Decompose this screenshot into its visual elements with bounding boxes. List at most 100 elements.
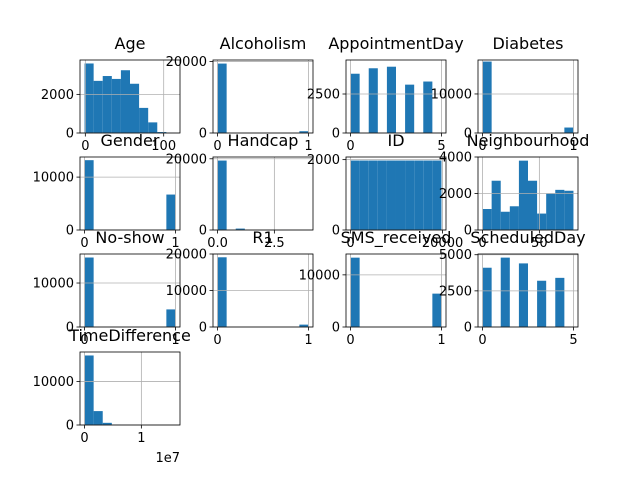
bar xyxy=(217,160,227,230)
y-tick-label: 10000 xyxy=(166,284,207,299)
bar xyxy=(405,84,415,133)
axes-frame xyxy=(79,351,181,426)
bar xyxy=(432,293,442,327)
axes-frame xyxy=(79,156,181,231)
bar xyxy=(139,107,149,133)
x-tick-label: 2.5 xyxy=(264,236,285,251)
bar xyxy=(423,160,433,230)
y-tick-label: 2500 xyxy=(307,88,340,103)
x-tick-label: 0 xyxy=(478,236,486,251)
subplot-title: No-show xyxy=(95,228,164,247)
y-tick-label: 0 xyxy=(332,321,340,336)
subplot-title: Neighbourhood xyxy=(467,131,590,150)
x-tick-label: 1 xyxy=(304,333,312,348)
y-tick-label: 0 xyxy=(464,127,472,142)
y-tick-label: 10000 xyxy=(33,277,74,292)
y-tick-label: 5000 xyxy=(439,248,472,263)
y-tick-label: 2000 xyxy=(439,187,472,202)
axes-frame xyxy=(212,253,314,328)
axes-frame xyxy=(345,59,447,134)
bar xyxy=(491,180,501,230)
axes-frame xyxy=(79,59,181,134)
subplot-title: AppointmentDay xyxy=(328,34,463,53)
subplot-title: Gender xyxy=(101,131,160,150)
bar xyxy=(518,160,528,230)
x-tick-label: 1 xyxy=(171,333,179,348)
bar xyxy=(166,309,176,327)
axes-background xyxy=(80,254,180,327)
subplot-title: TimeDifference xyxy=(68,326,191,345)
x-tick-label: 5 xyxy=(437,139,445,154)
x-tick-label: 50 xyxy=(531,236,548,251)
x-tick-label: 0 xyxy=(346,139,354,154)
x-tick-label: 0 xyxy=(478,333,486,348)
bar xyxy=(102,76,112,133)
bar xyxy=(84,355,94,425)
x-tick-label: 5 xyxy=(569,333,577,348)
bar xyxy=(350,73,360,133)
x-tick-label: 1 xyxy=(137,431,145,446)
bar xyxy=(555,277,565,327)
y-tick-label: 0 xyxy=(199,224,207,239)
bar xyxy=(350,160,360,230)
bar xyxy=(157,132,167,133)
bar xyxy=(386,160,396,230)
x-tick-label: 0 xyxy=(478,139,486,154)
y-tick-label: 10000 xyxy=(431,87,472,102)
subplot-title: Handcap xyxy=(228,131,299,150)
y-tick-label: 10000 xyxy=(33,375,74,390)
bar xyxy=(423,81,433,133)
bar xyxy=(84,63,94,133)
bar xyxy=(509,206,519,230)
y-tick-label: 10000 xyxy=(299,268,340,283)
axes-frame xyxy=(212,156,314,231)
y-tick-label: 0 xyxy=(332,127,340,142)
subplot-title: R1 xyxy=(252,228,273,247)
bar xyxy=(120,70,130,133)
subplot-title: SMS_received xyxy=(341,228,452,248)
bar xyxy=(414,160,424,230)
y-tick-label: 0 xyxy=(199,127,207,142)
x-tick-label: 0 xyxy=(80,431,88,446)
y-tick-label: 4000 xyxy=(439,151,472,166)
bar xyxy=(368,68,378,133)
axes-frame xyxy=(477,156,579,231)
bar xyxy=(482,209,492,230)
bar xyxy=(350,257,360,327)
axes-background xyxy=(346,254,446,327)
bar xyxy=(395,160,406,230)
x-tick-label: 0 xyxy=(81,139,89,154)
axes-frame xyxy=(79,253,181,328)
bar xyxy=(500,257,510,327)
bar xyxy=(564,190,574,230)
y-tick-label: 20000 xyxy=(166,248,207,263)
x-tick-label: 20000 xyxy=(422,236,463,251)
subplot-title: Alcoholism xyxy=(220,34,307,53)
subplot-title: Age xyxy=(115,34,146,53)
axes-frame xyxy=(345,253,447,328)
axes-frame xyxy=(345,156,447,231)
axes-frame xyxy=(477,59,579,134)
y-tick-label: 2000 xyxy=(41,88,74,103)
axes-background xyxy=(213,60,313,133)
bar xyxy=(166,194,176,230)
bar xyxy=(102,422,112,425)
x-tick-label: 0 xyxy=(213,139,221,154)
x-tick-label: 1 xyxy=(171,236,179,251)
bar xyxy=(537,280,547,327)
y-tick-label: 0 xyxy=(464,224,472,239)
axes-background xyxy=(80,157,180,230)
bar xyxy=(148,122,158,133)
bar xyxy=(482,267,492,327)
bar xyxy=(359,160,369,230)
x-offset-label: 1e7 xyxy=(155,451,180,466)
bar xyxy=(217,257,227,327)
y-tick-label: 0 xyxy=(332,224,340,239)
x-tick-label: 1 xyxy=(304,139,312,154)
bar xyxy=(386,66,396,133)
x-tick-label: 1 xyxy=(569,139,577,154)
subplot-title: Diabetes xyxy=(492,34,563,53)
x-tick-label: 1 xyxy=(437,333,445,348)
y-tick-label: 20000 xyxy=(166,55,207,70)
